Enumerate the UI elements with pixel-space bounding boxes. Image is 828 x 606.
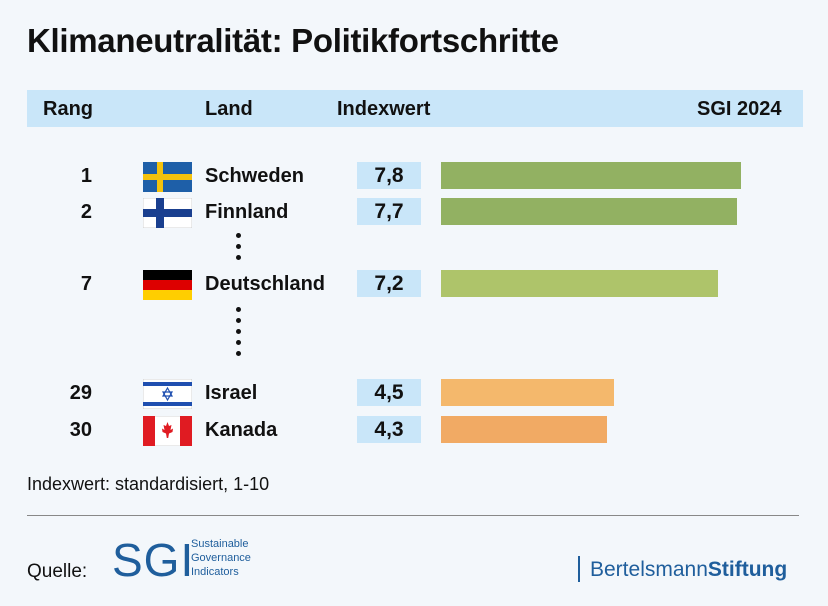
ellipsis-dots — [236, 233, 241, 266]
sweden-flag-icon — [143, 162, 192, 192]
rank-label: 30 — [69, 419, 92, 441]
chart-title: Klimaneutralität: Politikfortschritte — [27, 22, 559, 59]
rank-label: 1 — [80, 165, 92, 187]
sgi-logo-text: Sustainable Governance Indicators — [191, 538, 251, 578]
rank-label: 29 — [69, 382, 92, 404]
bar — [441, 379, 614, 406]
source-label: Quelle: — [27, 561, 88, 582]
table-row: 7 Deutschland 7,2 — [0, 270, 828, 300]
germany-flag-icon — [143, 270, 192, 300]
country-label: Finnland — [205, 201, 289, 223]
value-label: 4,5 — [357, 379, 421, 406]
value-label: 4,3 — [357, 416, 421, 443]
bar — [441, 416, 607, 443]
header-index: Indexwert — [337, 98, 431, 120]
israel-flag-icon — [143, 379, 192, 409]
footnote: Indexwert: standardisiert, 1-10 — [27, 474, 270, 494]
bar — [441, 198, 737, 225]
rank-label: 7 — [80, 273, 92, 295]
divider — [27, 515, 799, 516]
ellipsis-dots — [236, 307, 241, 362]
rank-label: 2 — [80, 201, 92, 223]
header-country: Land — [205, 98, 253, 120]
sgi-logo: SGI — [112, 534, 195, 586]
bertelsmann-logo: BertelsmannStiftung — [590, 558, 788, 581]
header-rank: Rang — [43, 98, 93, 120]
country-label: Deutschland — [205, 273, 326, 295]
value-label: 7,7 — [357, 198, 421, 225]
brand-rule — [578, 556, 580, 582]
table-row: 29 Israel 4,5 — [0, 379, 828, 409]
value-label: 7,8 — [357, 162, 421, 189]
table-row: 2 Finnland 7,7 — [0, 198, 828, 228]
country-label: Israel — [205, 382, 258, 404]
bar — [441, 162, 741, 189]
bar — [441, 270, 718, 297]
table-row: 1 Schweden 7,8 — [0, 162, 828, 192]
table-row: 30 Kanada 4,3 — [0, 416, 828, 446]
table-header — [27, 90, 803, 127]
country-label: Schweden — [205, 165, 304, 187]
value-label: 7,2 — [357, 270, 421, 297]
header-edition: SGI 2024 — [697, 98, 782, 120]
finland-flag-icon — [143, 198, 192, 228]
country-label: Kanada — [205, 419, 278, 441]
canada-flag-icon — [143, 416, 192, 446]
